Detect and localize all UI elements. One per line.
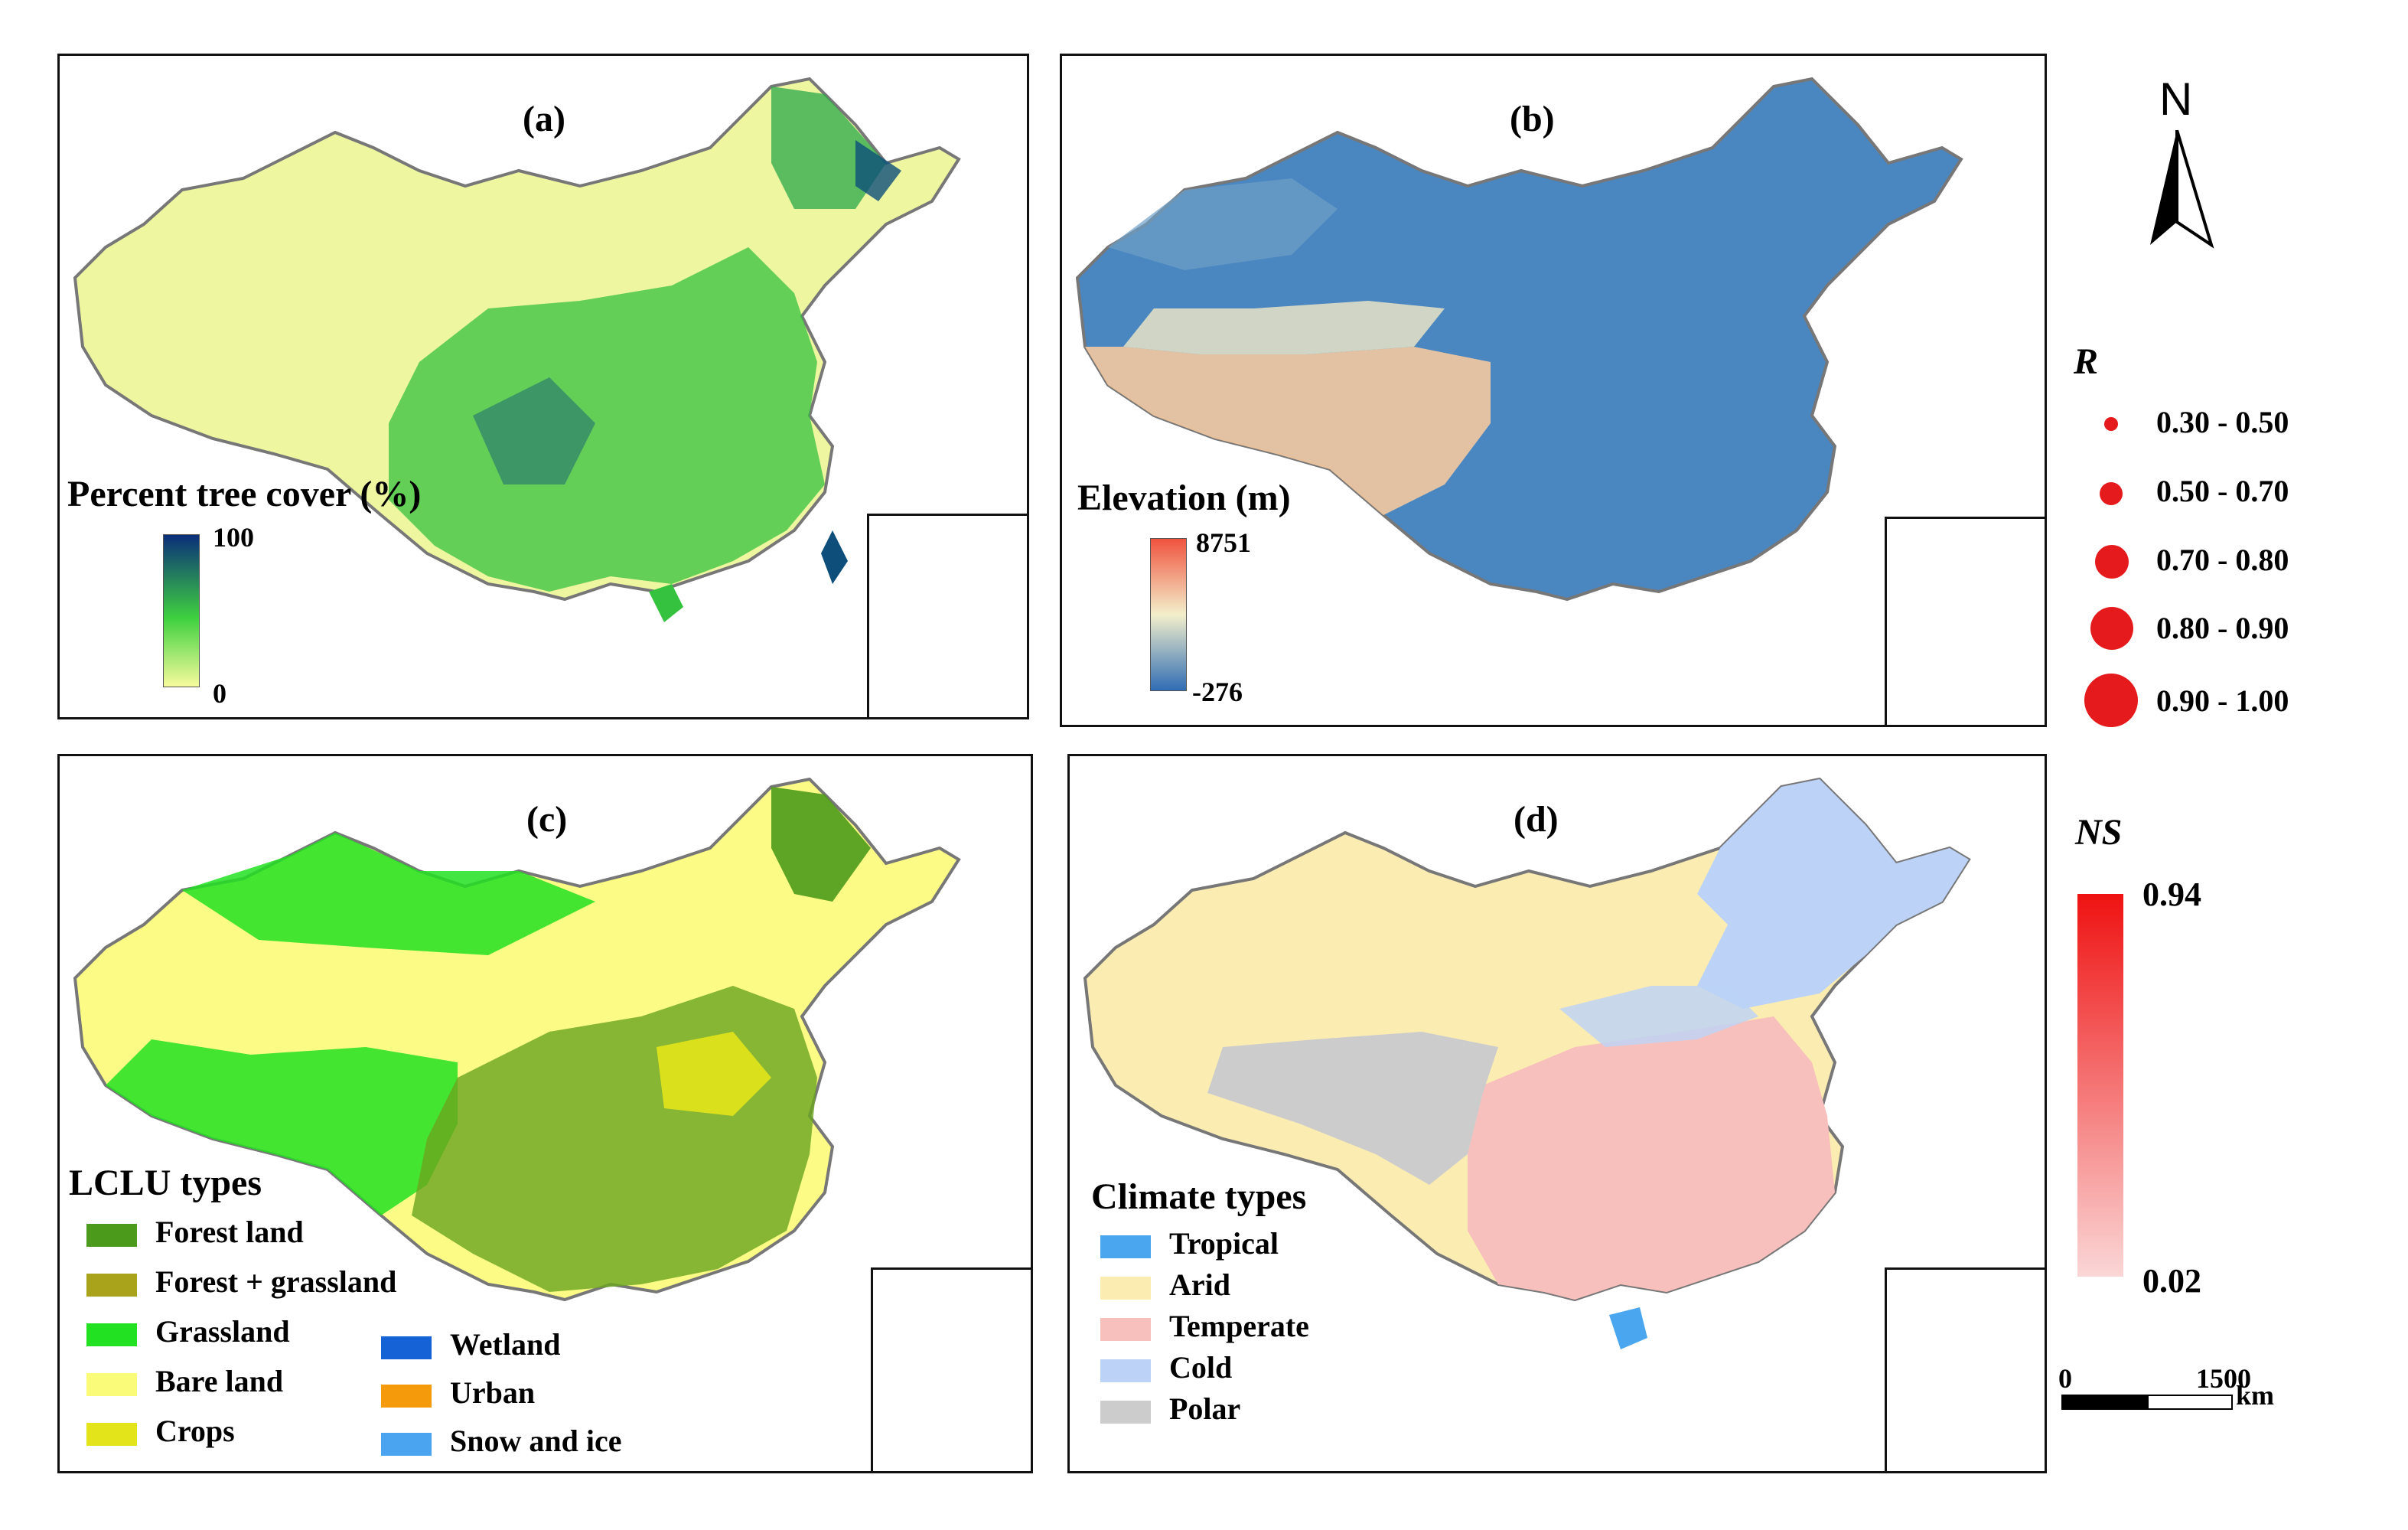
r-legend-class: 0.90 - 1.00 bbox=[2074, 674, 2303, 735]
r-legend-circle bbox=[2095, 545, 2129, 579]
scale-bar-black bbox=[2061, 1395, 2150, 1410]
lclu-legend-item: Grassland bbox=[86, 1313, 290, 1349]
elevation-legend-title: Elevation (m) bbox=[1077, 478, 1291, 518]
north-label: N bbox=[2159, 73, 2193, 125]
map-panel-a: (a) Percent tree cover (%) 100 0 bbox=[57, 54, 1029, 719]
grassland-swatch bbox=[86, 1323, 137, 1346]
temperate-swatch bbox=[1100, 1317, 1151, 1341]
ns-legend-title: NS bbox=[2075, 812, 2123, 853]
panel-c-label: (c) bbox=[526, 799, 568, 840]
snow-ice-swatch bbox=[381, 1432, 432, 1456]
r-legend-label: 0.30 - 0.50 bbox=[2156, 405, 2289, 439]
r-legend-class: 0.50 - 0.70 bbox=[2074, 474, 2303, 513]
tree-cover-min-label: 0 bbox=[213, 678, 226, 709]
r-legend-class: 0.70 - 0.80 bbox=[2074, 542, 2303, 588]
north-arrow-icon bbox=[2150, 130, 2214, 249]
cold-swatch bbox=[1100, 1359, 1151, 1382]
map-panel-d: (d) Climate types Tropical Arid Temperat… bbox=[1067, 754, 2047, 1473]
r-legend-title: R bbox=[2074, 341, 2099, 382]
panel-b-label: (b) bbox=[1510, 99, 1555, 139]
south-china-sea-inset bbox=[1885, 517, 2045, 725]
south-china-sea-inset bbox=[871, 1267, 1031, 1471]
arid-swatch bbox=[1100, 1276, 1151, 1300]
scale-bar-unit: km bbox=[2236, 1380, 2275, 1411]
elevation-map bbox=[1075, 77, 1963, 602]
tree-cover-map bbox=[73, 77, 961, 622]
lclu-legend-title: LCLU types bbox=[69, 1163, 262, 1203]
ns-min-label: 0.02 bbox=[2142, 1262, 2201, 1300]
forest-grassland-swatch bbox=[86, 1273, 137, 1297]
lclu-legend-item: Crops bbox=[86, 1413, 235, 1449]
forest-land-swatch bbox=[86, 1223, 137, 1247]
r-legend-class: 0.30 - 0.50 bbox=[2074, 405, 2303, 444]
tree-cover-max-label: 100 bbox=[213, 522, 254, 553]
scale-bar-end: 1500 bbox=[2196, 1363, 2251, 1394]
lclu-legend-item: Forest + grassland bbox=[86, 1264, 396, 1300]
lclu-legend-item: Urban bbox=[381, 1375, 535, 1411]
r-legend-circle bbox=[2100, 482, 2123, 505]
climate-legend-item: Tropical bbox=[1100, 1225, 1279, 1261]
r-legend-circle bbox=[2104, 417, 2118, 431]
climate-map bbox=[1083, 777, 1971, 1349]
tree-cover-colorbar bbox=[163, 534, 200, 687]
climate-legend-item: Arid bbox=[1100, 1267, 1230, 1303]
panel-a-label: (a) bbox=[523, 99, 565, 139]
r-legend-label: 0.50 - 0.70 bbox=[2156, 474, 2289, 508]
r-legend-label: 0.90 - 1.00 bbox=[2156, 683, 2289, 718]
lclu-legend-item: Wetland bbox=[381, 1326, 560, 1362]
urban-swatch bbox=[381, 1384, 432, 1408]
climate-legend-item: Temperate bbox=[1100, 1308, 1309, 1344]
scale-bar-start: 0 bbox=[2058, 1363, 2072, 1394]
r-legend-label: 0.70 - 0.80 bbox=[2156, 543, 2289, 577]
elevation-min-label: -276 bbox=[1192, 677, 1243, 707]
bare-land-swatch bbox=[86, 1372, 137, 1396]
elevation-colorbar bbox=[1150, 538, 1187, 691]
elevation-max-label: 8751 bbox=[1196, 527, 1251, 558]
r-legend-circle bbox=[2084, 674, 2138, 727]
tropical-swatch bbox=[1100, 1235, 1151, 1258]
tree-cover-legend-title: Percent tree cover (%) bbox=[67, 474, 422, 514]
lclu-legend-item: Bare land bbox=[86, 1363, 283, 1399]
wetland-swatch bbox=[381, 1336, 432, 1359]
ns-colorbar bbox=[2077, 894, 2123, 1277]
map-panel-b: (b) Elevation (m) 8751 -276 bbox=[1060, 54, 2047, 727]
r-legend-label: 0.80 - 0.90 bbox=[2156, 611, 2289, 645]
ns-max-label: 0.94 bbox=[2142, 876, 2201, 913]
polar-swatch bbox=[1100, 1400, 1151, 1424]
land-cover-map bbox=[73, 777, 961, 1302]
r-legend-class: 0.80 - 0.90 bbox=[2074, 607, 2303, 661]
south-china-sea-inset bbox=[1885, 1267, 2045, 1471]
scale-bar-white bbox=[2147, 1395, 2233, 1410]
climate-legend-item: Cold bbox=[1100, 1349, 1232, 1385]
climate-legend-item: Polar bbox=[1100, 1391, 1240, 1427]
r-legend-circle bbox=[2090, 607, 2133, 650]
climate-legend-title: Climate types bbox=[1091, 1176, 1307, 1217]
lclu-legend-item: Snow and ice bbox=[381, 1423, 622, 1459]
crops-swatch bbox=[86, 1422, 137, 1446]
north-arrow: N bbox=[2142, 73, 2219, 256]
panel-d-label: (d) bbox=[1514, 799, 1559, 840]
lclu-legend-item: Forest land bbox=[86, 1214, 304, 1250]
south-china-sea-inset bbox=[867, 514, 1027, 717]
map-panel-c: (c) LCLU types Forest land Forest + gras… bbox=[57, 754, 1033, 1473]
scale-bar: 0 1500 km bbox=[2058, 1362, 2303, 1424]
